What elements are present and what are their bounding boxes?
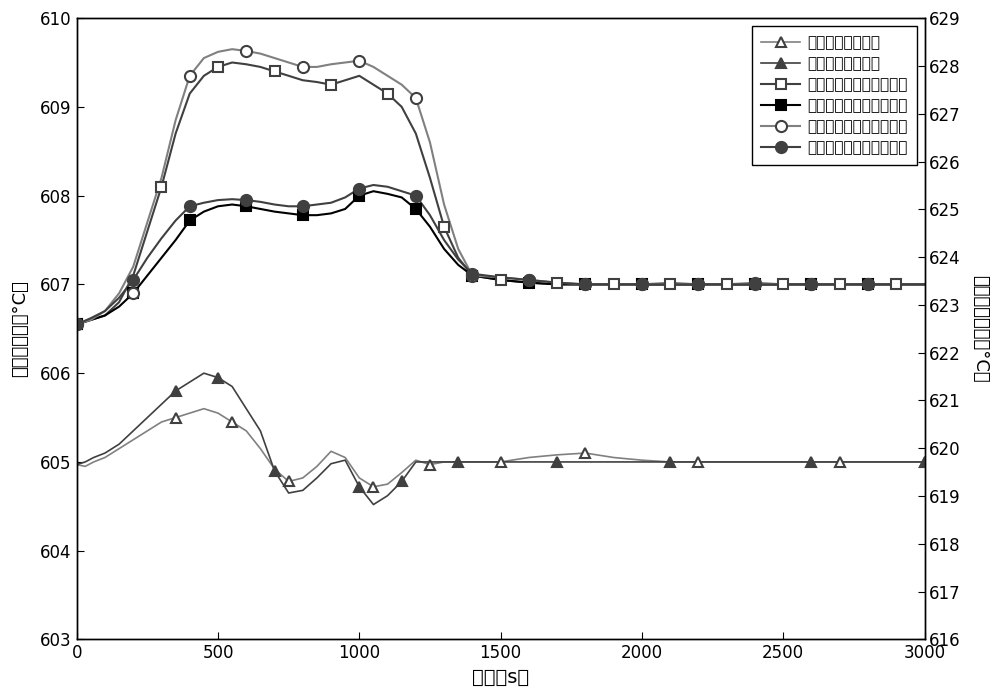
Y-axis label: 再热蜀汽温度（°C）: 再热蜀汽温度（°C） xyxy=(971,275,989,383)
X-axis label: 时间（s）: 时间（s） xyxy=(472,668,529,687)
Y-axis label: 主蜀汽温度（°C）: 主蜀汽温度（°C） xyxy=(11,281,29,377)
Legend: 优化前主蜀汽温度, 优化后主蜀汽温度, 优化前一次再热蜀汽温度, 优化后一次再热蜀汽温度, 优化前二次再热蜀汽温度, 优化后二次再热蜀汽温度: 优化前主蜀汽温度, 优化后主蜀汽温度, 优化前一次再热蜀汽温度, 优化后一次再热… xyxy=(752,26,917,165)
